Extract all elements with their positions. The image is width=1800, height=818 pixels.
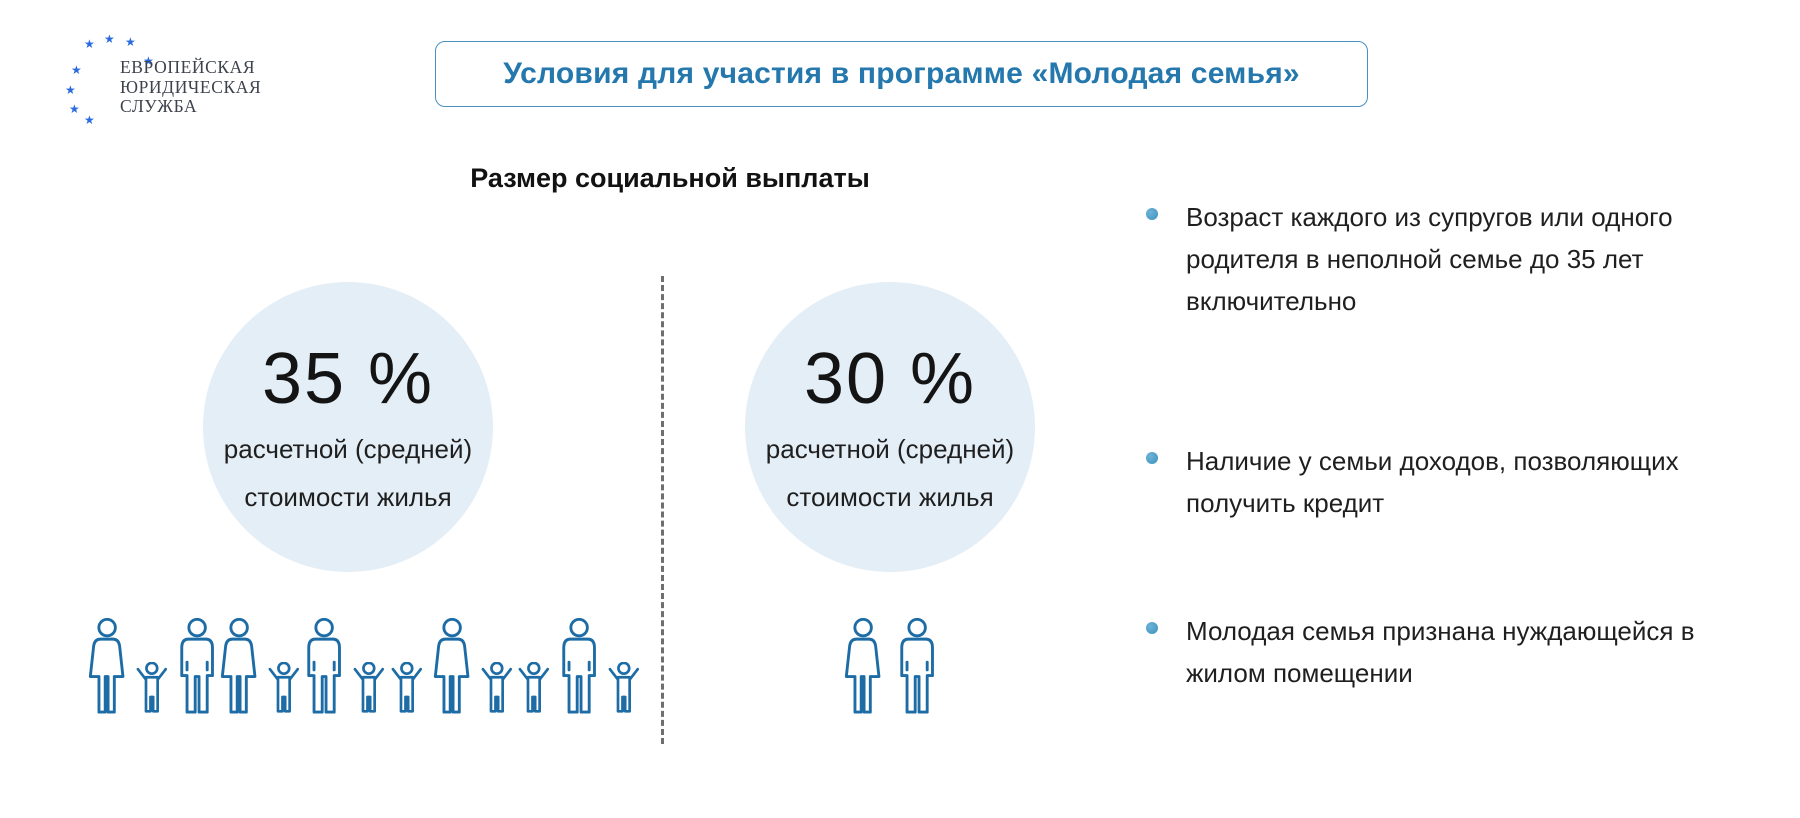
company-name-line: ЮРИДИЧЕСКАЯ [120, 76, 262, 97]
condition-item: Наличие у семьи доходов, позволяющих пол… [1146, 440, 1746, 524]
percent-desc-line: расчетной (средней) [765, 434, 1015, 464]
company-logo: ЕВРОПЕЙСКАЯ ЮРИДИЧЕСКАЯ СЛУЖБА [58, 24, 288, 128]
family-group [86, 618, 218, 714]
bullet-dot-icon [1146, 622, 1158, 634]
child-icon [353, 662, 385, 713]
condition-item: Возраст каждого из супругов или одного р… [1146, 196, 1746, 322]
child-icon [481, 662, 512, 713]
company-name-line: ЕВРОПЕЙСКАЯ [120, 57, 256, 77]
man-icon [307, 618, 341, 714]
family-group [842, 618, 938, 714]
euro-star-icon [84, 38, 96, 50]
woman-icon [88, 618, 125, 714]
man-icon [562, 618, 596, 714]
man-icon [900, 618, 934, 714]
child-icon [518, 662, 550, 713]
payment-option-30: 30 % расчетной (средней) стоимости жилья [745, 282, 1035, 572]
child-icon [391, 662, 422, 713]
dashed-divider [661, 276, 664, 744]
bullet-dot-icon [1146, 452, 1158, 464]
company-name-line: СЛУЖБА [120, 96, 198, 116]
euro-star-icon [104, 33, 116, 45]
family-types-with-children [86, 608, 640, 714]
family-group [515, 618, 643, 714]
bullet-dot-icon [1146, 208, 1158, 220]
family-group [303, 618, 388, 714]
woman-icon [433, 618, 469, 714]
woman-icon [844, 618, 881, 714]
family-group [388, 618, 516, 714]
payment-option-35: 35 % расчетной (средней) стоимости жилья [203, 282, 493, 572]
euro-star-icon [69, 103, 81, 115]
euro-star-icon [65, 84, 77, 96]
man-icon [180, 618, 214, 714]
percent-desc-line: стоимости жилья [786, 482, 994, 512]
percent-value: 35 % [261, 339, 435, 419]
euro-star-icon [84, 114, 96, 126]
child-icon [136, 662, 168, 713]
child-icon [608, 662, 640, 713]
euro-star-icon [125, 36, 137, 48]
child-icon [268, 662, 300, 713]
percent-desc-line: расчетной (средней) [223, 434, 473, 464]
conditions-list: Возраст каждого из супругов или одного р… [1146, 196, 1746, 694]
company-name: ЕВРОПЕЙСКАЯ ЮРИДИЧЕСКАЯ СЛУЖБА [120, 57, 262, 117]
payment-section-heading: Размер социальной выплаты [470, 163, 870, 193]
percent-desc-line: стоимости жилья [244, 482, 452, 512]
euro-star-icon [71, 64, 83, 76]
family-type-couple [745, 598, 1035, 714]
condition-text: Наличие у семьи доходов, позволяющих пол… [1186, 446, 1679, 518]
percent-value: 30 % [803, 339, 977, 419]
condition-text: Возраст каждого из супругов или одного р… [1186, 202, 1673, 316]
woman-icon [220, 618, 257, 714]
family-group [218, 618, 303, 714]
condition-text: Молодая семья признана нуждающейся в жил… [1186, 616, 1695, 688]
page-title: Условия для участия в программе «Молодая… [503, 57, 1300, 90]
condition-item: Молодая семья признана нуждающейся в жил… [1146, 610, 1746, 694]
title-banner: Условия для участия в программе «Молодая… [435, 41, 1368, 107]
